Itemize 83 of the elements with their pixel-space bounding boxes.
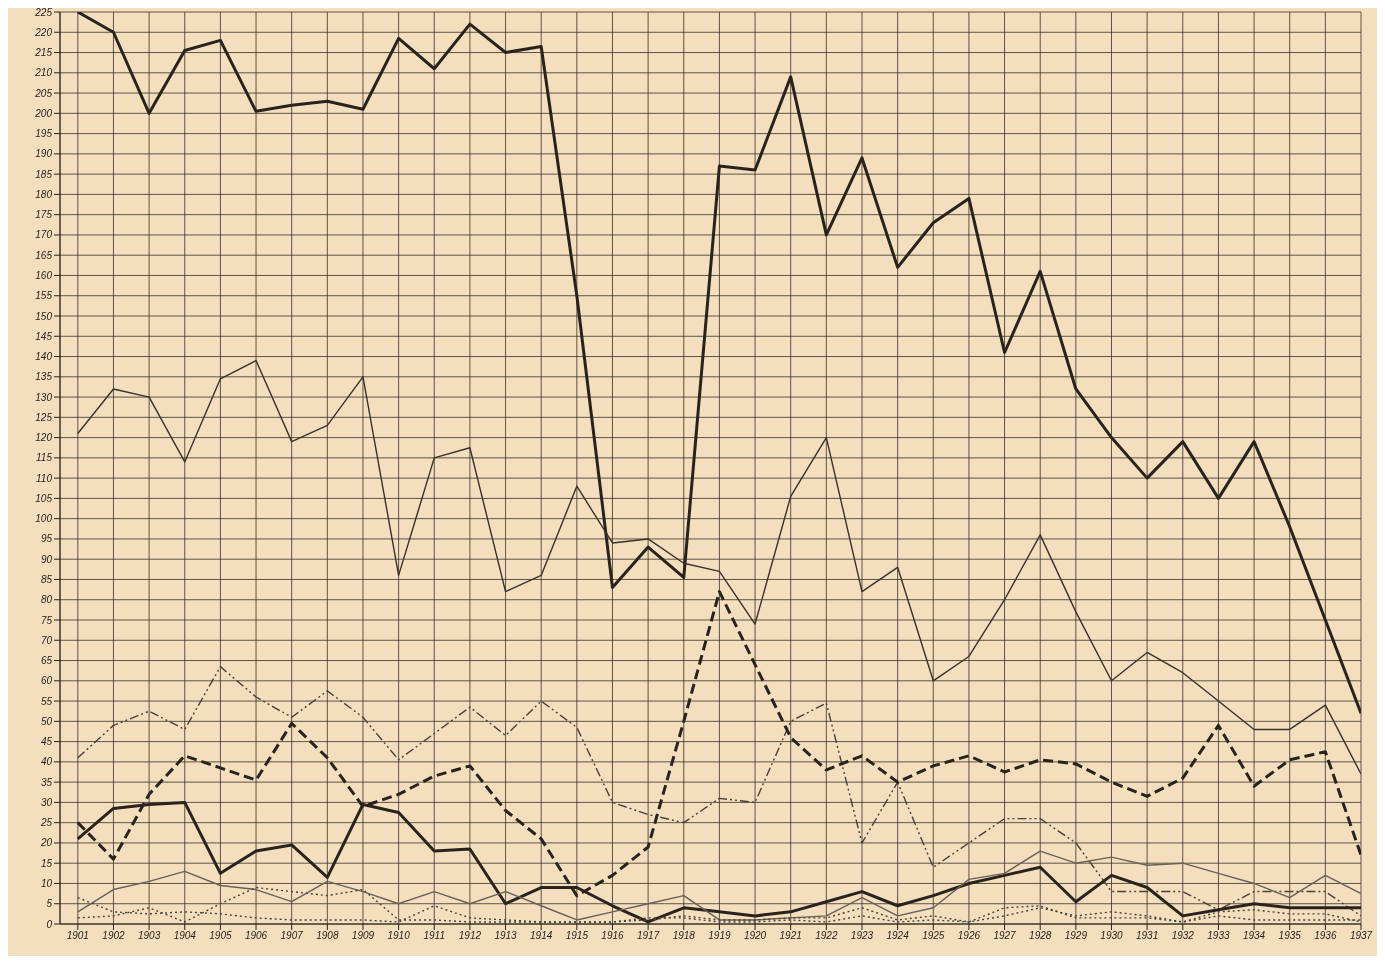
x-tick-label: 1907 — [280, 930, 304, 942]
y-tick-label: 100 — [35, 513, 53, 525]
y-tick-label: 105 — [35, 492, 53, 504]
x-tick-label: 1904 — [173, 930, 197, 942]
x-tick-label: 1911 — [423, 930, 446, 942]
y-tick-label: 195 — [35, 128, 53, 140]
x-tick-label: 1921 — [779, 930, 802, 942]
y-tick-label: 200 — [34, 107, 53, 119]
x-tick-label: 1903 — [137, 930, 161, 942]
x-tick-label: 1933 — [1207, 930, 1230, 942]
y-tick-label: 15 — [40, 857, 53, 869]
x-tick-label: 1926 — [957, 930, 981, 942]
x-tick-label: 1937 — [1349, 930, 1373, 942]
x-tick-label: 1902 — [102, 930, 126, 942]
x-tick-label: 1930 — [1100, 930, 1124, 942]
y-tick-label: 110 — [36, 472, 53, 484]
y-tick-label: 170 — [35, 229, 53, 241]
y-tick-label: 10 — [40, 878, 53, 890]
y-tick-label: 225 — [34, 6, 53, 18]
y-tick-label: 145 — [35, 330, 53, 342]
y-tick-label: 95 — [40, 533, 53, 545]
x-tick-label: 1908 — [316, 930, 339, 942]
x-tick-label: 1905 — [209, 930, 232, 942]
x-tick-label: 1919 — [708, 930, 731, 942]
y-tick-label: 190 — [35, 148, 53, 160]
y-tick-label: 185 — [35, 168, 53, 180]
y-tick-label: 140 — [35, 351, 53, 363]
y-tick-label: 5 — [46, 898, 53, 910]
x-tick-label: 1909 — [351, 930, 375, 942]
x-tick-label: 1915 — [565, 930, 589, 942]
x-tick-label: 1928 — [1029, 930, 1052, 942]
x-tick-label: 1901 — [66, 930, 89, 942]
y-tick-label: 35 — [40, 776, 53, 788]
y-tick-label: 205 — [34, 87, 53, 99]
y-tick-label: 175 — [35, 209, 53, 221]
x-tick-label: 1925 — [922, 930, 945, 942]
x-tick-label: 1936 — [1314, 930, 1337, 942]
y-tick-label: 70 — [40, 634, 53, 646]
y-tick-label: 40 — [40, 756, 53, 768]
x-tick-label: 1910 — [387, 930, 411, 942]
x-tick-label: 1924 — [886, 930, 910, 942]
y-tick-label: 45 — [40, 736, 53, 748]
y-tick-label: 0 — [46, 918, 53, 930]
y-tick-label: 30 — [40, 796, 53, 808]
x-tick-label: 1929 — [1064, 930, 1088, 942]
x-tick-label: 1934 — [1242, 930, 1266, 942]
y-tick-label: 210 — [34, 67, 53, 79]
y-tick-label: 20 — [39, 837, 53, 849]
y-tick-label: 130 — [35, 391, 53, 403]
y-tick-label: 160 — [35, 270, 53, 282]
y-tick-label: 125 — [35, 411, 53, 423]
y-tick-label: 85 — [40, 574, 53, 586]
y-tick-label: 80 — [40, 594, 53, 606]
y-tick-label: 115 — [36, 452, 53, 464]
y-tick-label: 120 — [35, 432, 53, 444]
x-tick-label: 1932 — [1171, 930, 1195, 942]
y-tick-label: 165 — [35, 249, 53, 261]
x-tick-label: 1912 — [458, 930, 482, 942]
x-tick-label: 1935 — [1278, 930, 1302, 942]
y-tick-label: 150 — [35, 310, 53, 322]
y-tick-label: 65 — [40, 655, 53, 667]
x-tick-label: 1913 — [494, 930, 518, 942]
y-tick-label: 55 — [40, 695, 53, 707]
x-tick-label: 1906 — [244, 930, 268, 942]
y-tick-label: 135 — [35, 371, 53, 383]
x-tick-label: 1931 — [1136, 930, 1159, 942]
y-tick-label: 155 — [35, 290, 53, 302]
x-tick-label: 1917 — [637, 930, 660, 942]
y-tick-label: 50 — [40, 715, 53, 727]
y-tick-label: 90 — [40, 553, 53, 565]
y-tick-label: 25 — [39, 817, 53, 829]
x-tick-label: 1927 — [993, 930, 1017, 942]
x-tick-label: 1920 — [743, 930, 767, 942]
y-tick-label: 220 — [34, 26, 53, 38]
x-tick-label: 1918 — [672, 930, 696, 942]
y-tick-label: 215 — [34, 47, 53, 59]
x-tick-label: 1916 — [601, 930, 625, 942]
x-tick-label: 1923 — [850, 930, 874, 942]
x-tick-label: 1922 — [815, 930, 838, 942]
y-tick-label: 180 — [35, 188, 53, 200]
y-tick-label: 60 — [40, 675, 53, 687]
y-tick-label: 75 — [40, 614, 53, 626]
x-tick-label: 1914 — [530, 930, 553, 942]
